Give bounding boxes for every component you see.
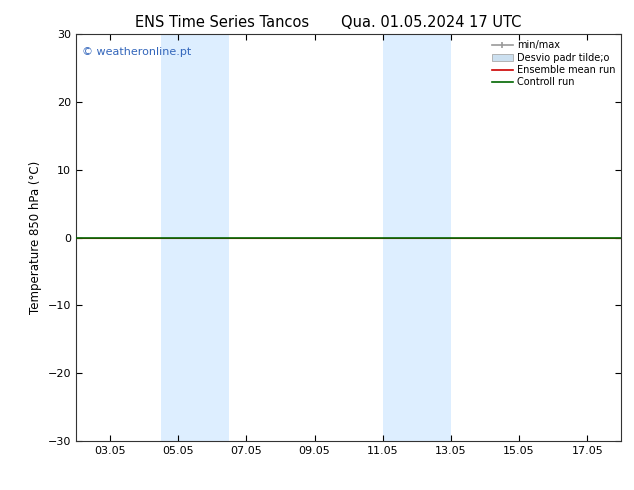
Text: Qua. 01.05.2024 17 UTC: Qua. 01.05.2024 17 UTC bbox=[341, 15, 521, 30]
Text: © weatheronline.pt: © weatheronline.pt bbox=[82, 47, 191, 56]
Bar bbox=[417, 34, 451, 441]
Text: ENS Time Series Tancos: ENS Time Series Tancos bbox=[135, 15, 309, 30]
Bar bbox=[161, 34, 195, 441]
Y-axis label: Temperature 850 hPa (°C): Temperature 850 hPa (°C) bbox=[29, 161, 42, 314]
Bar bbox=[383, 34, 417, 441]
Bar bbox=[195, 34, 230, 441]
Legend: min/max, Desvio padr tilde;o, Ensemble mean run, Controll run: min/max, Desvio padr tilde;o, Ensemble m… bbox=[489, 37, 618, 90]
